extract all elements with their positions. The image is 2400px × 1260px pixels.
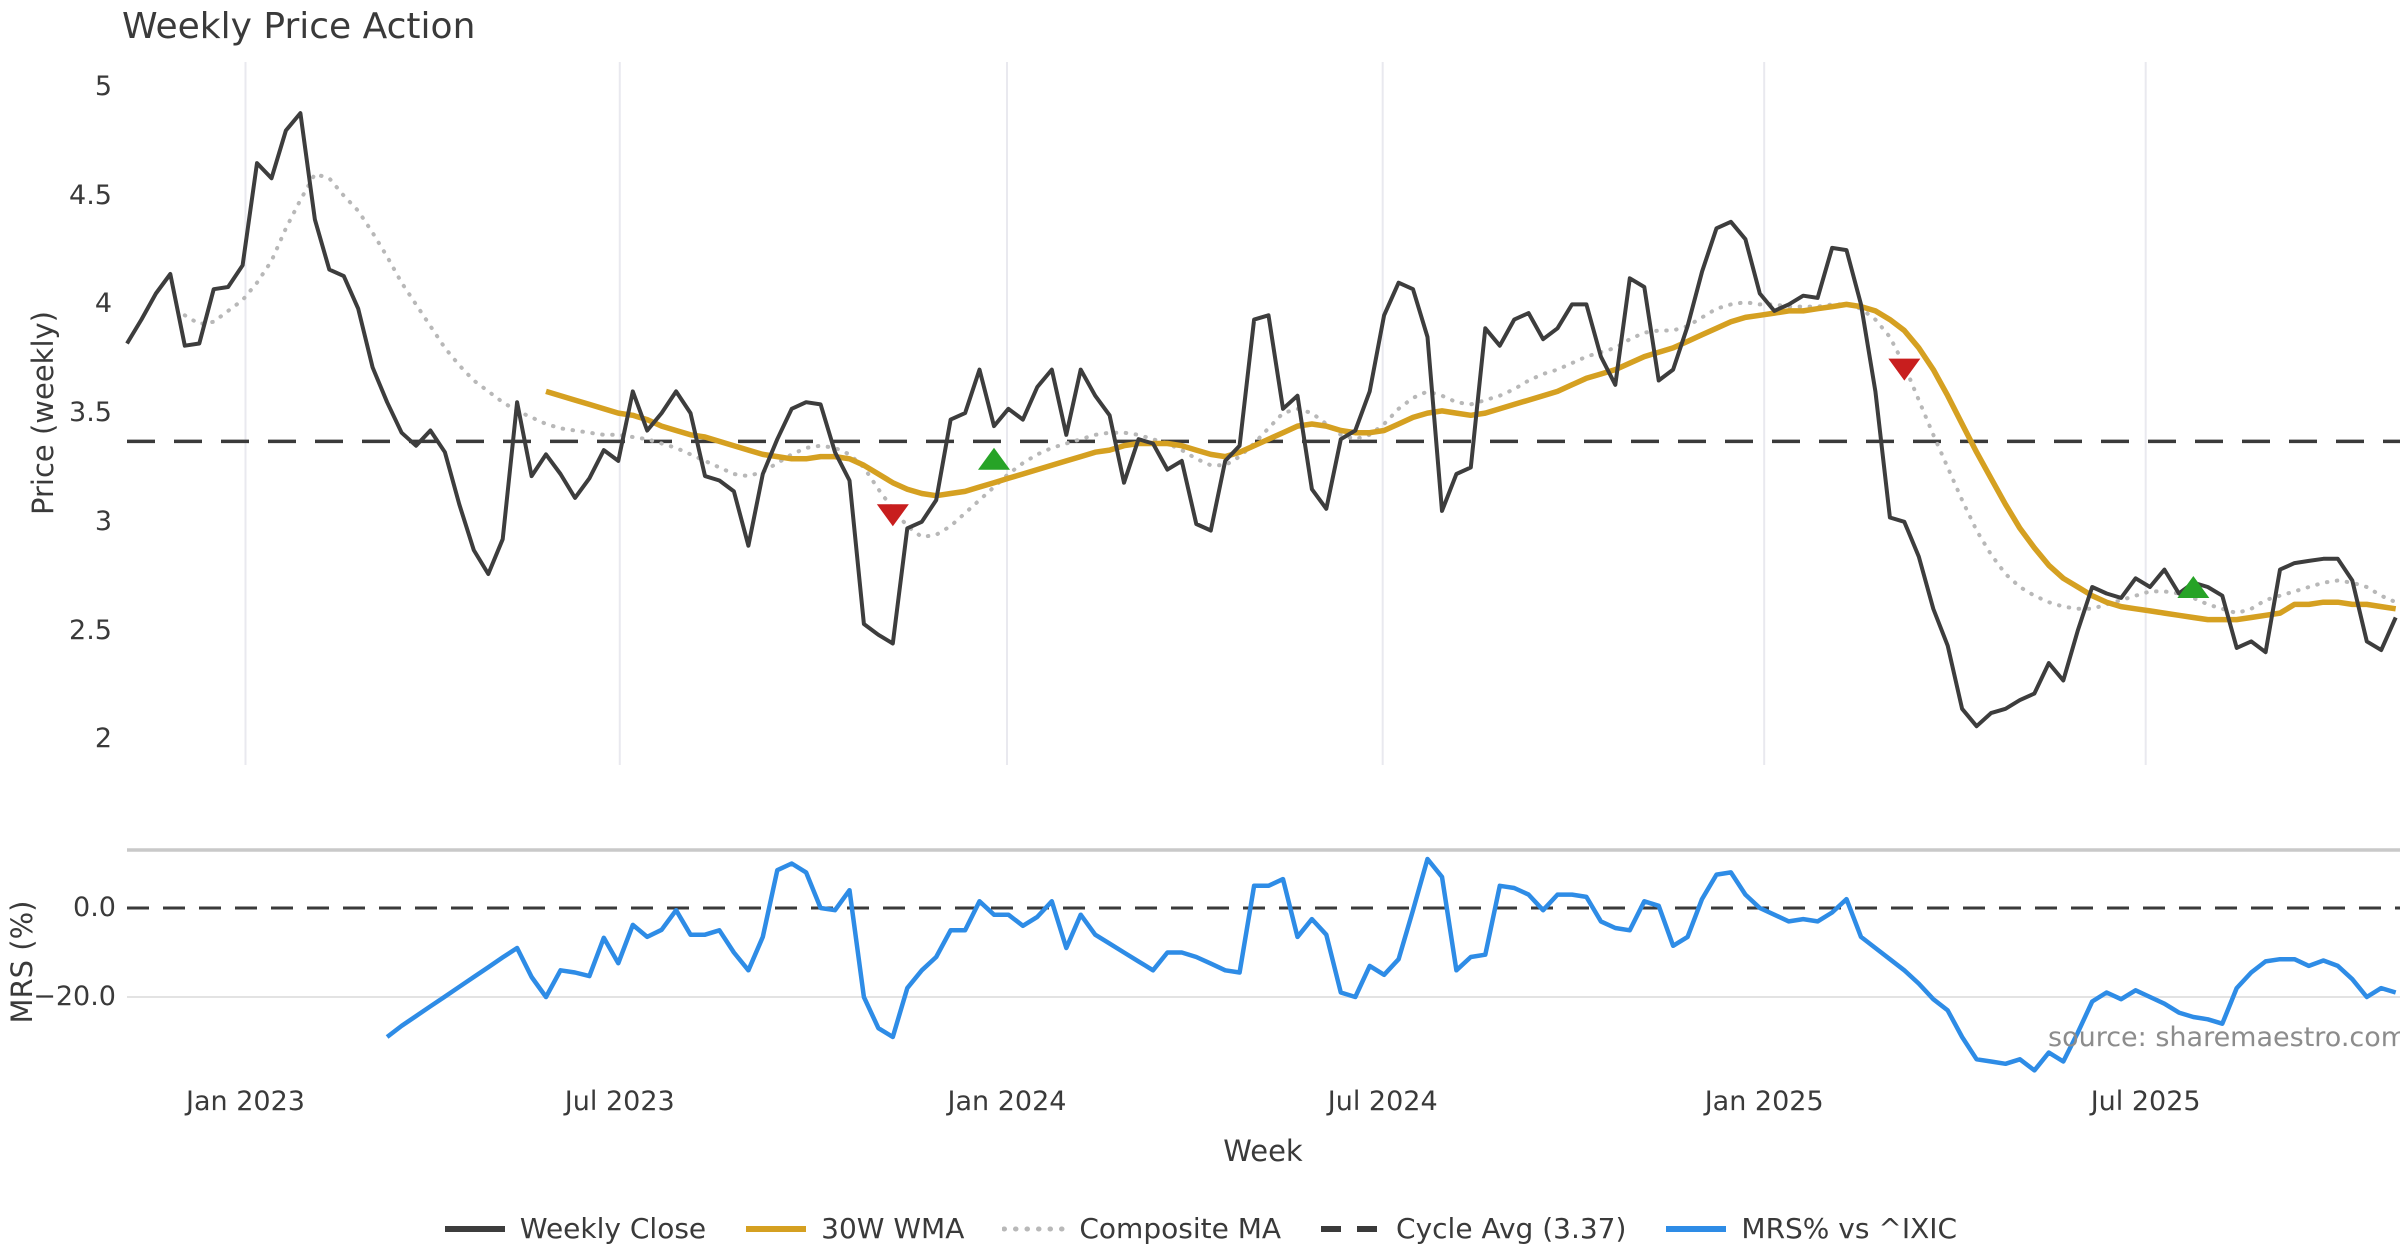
price-ytick-label: 2.5 xyxy=(69,614,112,646)
sell-signal-marker xyxy=(1888,358,1921,381)
legend-label: Composite MA xyxy=(1079,1212,1282,1245)
legend-swatch-dotted xyxy=(1002,1226,1067,1231)
legend-item: Composite MA xyxy=(1002,1212,1281,1245)
buy-signal-marker xyxy=(2177,576,2210,599)
price-ytick-label: 4 xyxy=(94,288,112,320)
legend-item: 30W WMA xyxy=(744,1212,964,1245)
buy-signal-marker xyxy=(978,447,1010,470)
price-ytick-label: 5 xyxy=(94,70,112,102)
x-tick-label: Jul 2025 xyxy=(2090,1086,2201,1117)
legend-label: Cycle Avg (3.37) xyxy=(1396,1212,1627,1245)
chart-title: Weekly Price Action xyxy=(122,6,476,47)
legend-label: 30W WMA xyxy=(821,1212,965,1245)
weekly-close-line xyxy=(125,111,2398,729)
wma-line xyxy=(545,301,2397,623)
source-watermark: source: sharemaestro.com xyxy=(2048,1022,2400,1053)
x-tick-label: Jan 2023 xyxy=(186,1086,305,1117)
x-tick-label: Jan 2024 xyxy=(947,1086,1067,1117)
mrs-line xyxy=(385,856,2397,1073)
legend-item: Weekly Close xyxy=(443,1212,706,1245)
mrs-ytick-label: 0.0 xyxy=(73,891,116,923)
legend-label: MRS% vs ^IXIC xyxy=(1741,1212,1958,1245)
legend-swatch-solid xyxy=(444,1225,505,1232)
price-ytick-label: 4.5 xyxy=(69,179,112,211)
legend-item: MRS% vs ^IXIC xyxy=(1664,1212,1957,1245)
legend: Weekly Close 30W WMA Composite MA Cycle Avg… xyxy=(0,1212,2400,1245)
x-tick-label: Jan 2025 xyxy=(1704,1086,1824,1117)
composite-ma-line xyxy=(182,171,2398,616)
x-tick-label: Jul 2024 xyxy=(1327,1086,1438,1117)
legend-label: Weekly Close xyxy=(519,1212,707,1245)
legend-swatch-solid xyxy=(746,1225,807,1232)
price-ytick-label: 2 xyxy=(94,723,112,755)
price-ytick-label: 3 xyxy=(94,505,112,537)
legend-swatch-dashed xyxy=(1321,1225,1382,1232)
mrs-ytick-label: −20.0 xyxy=(33,980,116,1012)
legend-swatch-solid xyxy=(1666,1225,1727,1232)
price-ytick-label: 3.5 xyxy=(69,396,112,428)
x-tick-label: Jul 2023 xyxy=(564,1086,675,1117)
sell-signal-marker xyxy=(876,504,909,527)
legend-item: Cycle Avg (3.37) xyxy=(1319,1212,1626,1245)
x-axis-label: Week xyxy=(1223,1134,1303,1168)
